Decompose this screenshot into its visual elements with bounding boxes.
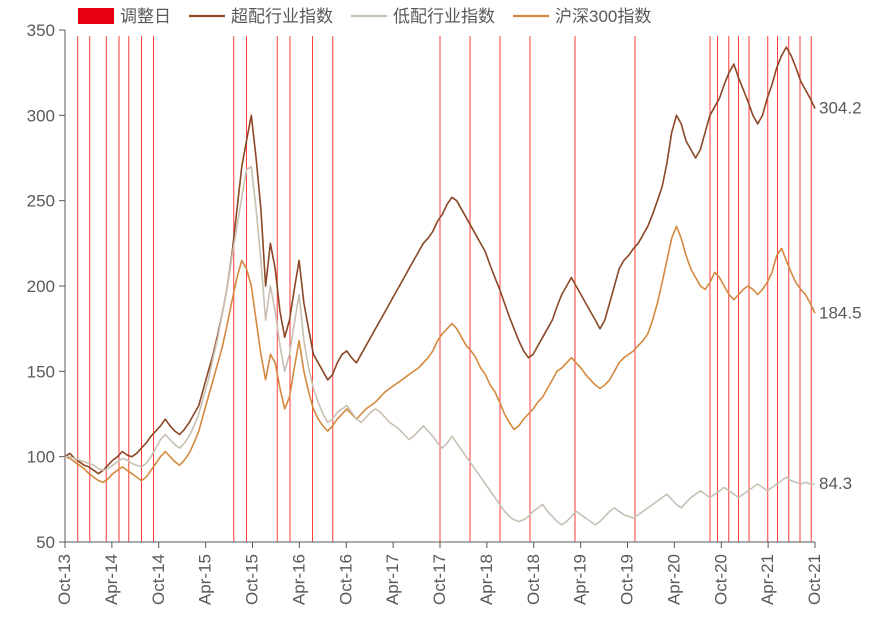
- svg-text:150: 150: [27, 362, 55, 381]
- svg-text:Apr-19: Apr-19: [571, 554, 590, 605]
- svg-text:Apr-15: Apr-15: [196, 554, 215, 605]
- svg-text:50: 50: [36, 533, 55, 552]
- svg-text:低配行业指数: 低配行业指数: [393, 7, 495, 26]
- svg-text:Apr-17: Apr-17: [383, 554, 402, 605]
- svg-text:Apr-18: Apr-18: [477, 554, 496, 605]
- svg-text:350: 350: [27, 21, 55, 40]
- svg-text:184.5: 184.5: [819, 303, 862, 322]
- chart-container: 调整日 超配行业指数 低配行业指数 沪深300指数 50 100 150 200 250 300 3…: [0, 0, 875, 620]
- svg-text:Oct-16: Oct-16: [336, 554, 355, 605]
- svg-text:Oct-14: Oct-14: [149, 554, 168, 605]
- svg-text:Apr-16: Apr-16: [289, 554, 308, 605]
- svg-text:100: 100: [27, 448, 55, 467]
- svg-text:300: 300: [27, 106, 55, 125]
- line-chart: 调整日 超配行业指数 低配行业指数 沪深300指数 50 100 150 200 250 300 3…: [0, 0, 875, 620]
- svg-text:Oct-17: Oct-17: [430, 554, 449, 605]
- svg-text:Oct-18: Oct-18: [524, 554, 543, 605]
- svg-text:调整日: 调整日: [120, 7, 171, 26]
- svg-text:Apr-21: Apr-21: [758, 554, 777, 605]
- svg-text:Oct-13: Oct-13: [55, 554, 74, 605]
- svg-text:84.3: 84.3: [819, 474, 852, 493]
- svg-text:Oct-20: Oct-20: [711, 554, 730, 605]
- svg-text:Oct-19: Oct-19: [618, 554, 637, 605]
- svg-text:Apr-14: Apr-14: [102, 554, 121, 605]
- svg-text:304.2: 304.2: [819, 99, 862, 118]
- svg-text:沪深300指数: 沪深300指数: [555, 7, 651, 26]
- svg-text:Apr-20: Apr-20: [664, 554, 683, 605]
- svg-text:250: 250: [27, 192, 55, 211]
- svg-text:Oct-15: Oct-15: [243, 554, 262, 605]
- svg-text:200: 200: [27, 277, 55, 296]
- svg-text:Oct-21: Oct-21: [805, 554, 824, 605]
- svg-text:超配行业指数: 超配行业指数: [231, 7, 333, 26]
